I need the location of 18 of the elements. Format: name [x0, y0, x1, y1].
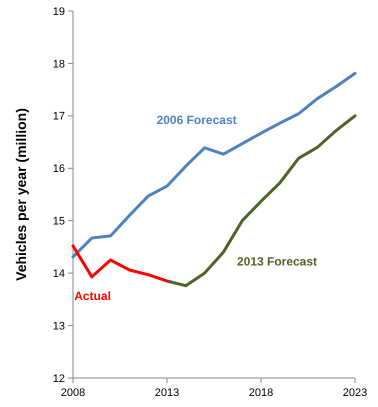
- y-axis-title: Vehicles per year (million): [13, 108, 29, 281]
- line-series: [72, 244, 168, 283]
- x-tick-label: 2008: [60, 387, 86, 399]
- x-tick-label: 2023: [342, 387, 368, 399]
- y-tick-label: 15: [52, 216, 65, 228]
- y-tick-label: 14: [52, 268, 65, 280]
- y-tick-label: 17: [52, 110, 65, 123]
- y-tick-label: 12: [52, 372, 65, 385]
- series-label: Actual: [74, 289, 111, 304]
- series-label: 2013 Forecast: [236, 254, 318, 268]
- series-label: 2006 Forecast: [156, 112, 237, 127]
- line-series: [72, 72, 356, 258]
- y-tick-label: 13: [52, 320, 65, 332]
- x-tick-label: 2013: [154, 387, 180, 399]
- y-tick-label: 19: [52, 6, 65, 18]
- x-tick-label: 2018: [248, 387, 274, 399]
- y-tick-label: 18: [52, 58, 65, 70]
- y-tick-label: 16: [52, 163, 65, 176]
